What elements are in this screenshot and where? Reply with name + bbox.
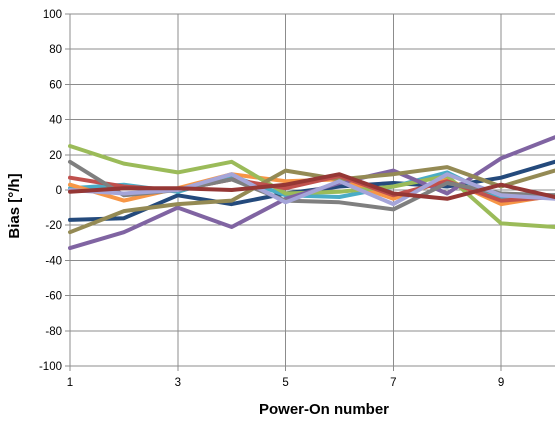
y-tick-label: 0 [56,185,62,197]
y-tick-label: 40 [49,115,62,127]
y-tick-label: 80 [49,44,62,56]
y-tick-label: -100 [39,361,62,373]
y-tick-label: 60 [49,79,62,91]
y-tick-label: 100 [43,9,62,21]
series-line-10 [68,172,555,201]
x-axis-title: Power-On number [259,401,389,418]
x-tick-label: 1 [67,377,73,389]
y-tick-label: -40 [45,255,62,267]
series-line-6 [68,165,555,235]
x-tick-label: 3 [175,377,181,389]
y-tick-label: -80 [45,326,62,338]
tick-labels: 100 80 60 40 20 0 -20 -40 -60 -80 -100 1 3 5 7 9 [39,9,504,389]
x-tick-label: 9 [498,377,504,389]
series-line-9 [68,172,555,207]
y-tick-label: -60 [45,291,62,303]
y-tick-label: -20 [45,220,62,232]
x-tick-label: 7 [390,377,396,389]
y-axis-title: Bias [°/h] [6,173,23,238]
series-lines [68,135,555,251]
y-tick-label: 20 [49,150,62,162]
x-tick-label: 5 [282,377,288,389]
